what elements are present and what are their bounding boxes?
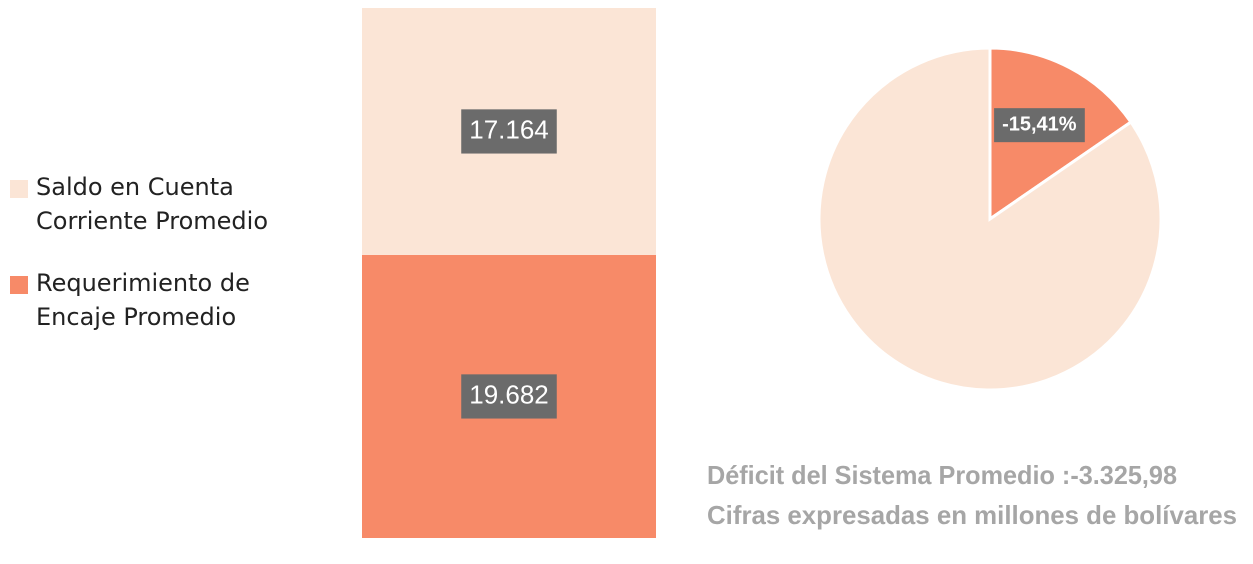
data-label: 19.682	[461, 374, 557, 419]
data-label-bg	[994, 108, 1085, 143]
data-label-text: 19.682	[469, 379, 549, 409]
legend-swatch	[10, 276, 28, 294]
data-label-text: -15,41%	[1002, 113, 1077, 135]
legend-label: Saldo en Cuenta Corriente Promedio	[36, 173, 269, 235]
legend-entry: Saldo en Cuenta Corriente Promedio	[10, 170, 330, 238]
legend-swatch	[10, 180, 28, 198]
legend: Saldo en Cuenta Corriente Promedio Requer…	[10, 170, 330, 362]
data-label-bg	[461, 109, 557, 154]
data-label: -15,41%	[994, 108, 1085, 143]
annotation: Déficit del Sistema Promedio :-3.325,98	[707, 460, 1177, 490]
pie-slice	[817, 46, 1163, 392]
legend-entry: Requerimiento de Encaje Promedio	[10, 266, 330, 334]
data-label-text: 17.164	[469, 114, 549, 144]
annotation: Cifras expresadas en millones de bolívar…	[707, 500, 1237, 530]
legend-label: Requerimiento de Encaje Promedio	[36, 269, 250, 331]
data-label: 17.164	[461, 109, 557, 154]
data-label-bg	[461, 374, 557, 419]
